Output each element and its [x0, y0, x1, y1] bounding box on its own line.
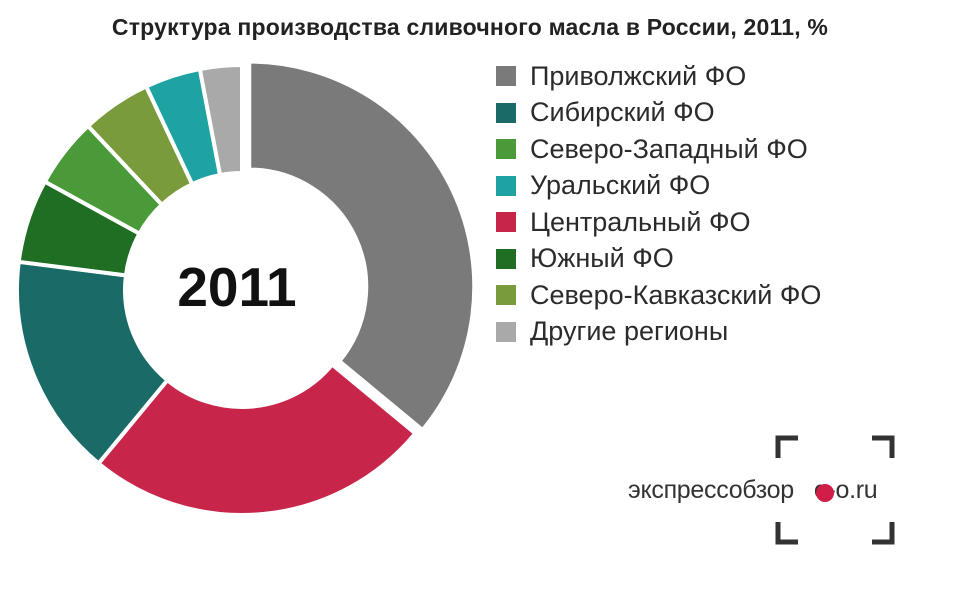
legend-swatch [496, 285, 516, 306]
chart-legend: Приволжский ФО Сибирский ФО Северо-Западны… [496, 58, 821, 350]
legend-swatch [496, 248, 516, 269]
legend-item: Приволжский ФО [496, 58, 821, 95]
logo-dot-icon [816, 484, 834, 502]
logo-frame-icon [775, 435, 895, 545]
legend-item: Северо-Кавказский ФО [496, 277, 821, 314]
center-year-label: 2011 [177, 256, 297, 318]
legend-label: Приволжский ФО [530, 60, 747, 91]
legend-label: Северо-Кавказский ФО [530, 279, 822, 310]
donut-chart [15, 59, 477, 517]
logo-text: экспрессобзор e-o.ru [628, 476, 878, 504]
legend-swatch [496, 102, 516, 123]
legend-item: Северо-Западный ФО [496, 131, 821, 168]
legend-label: Другие регионы [530, 316, 729, 347]
site-logo: экспрессобзор e-o.ru [620, 430, 920, 550]
legend-swatch [496, 212, 516, 233]
donut-slice [197, 62, 244, 178]
legend-label: Центральный ФО [530, 206, 751, 237]
legend-item: Уральский ФО [496, 168, 821, 205]
legend-item: Южный ФО [496, 241, 821, 278]
legend-swatch [496, 321, 516, 342]
donut-slice [15, 259, 171, 467]
legend-swatch [496, 139, 516, 160]
donut-slice [247, 59, 477, 433]
legend-swatch [496, 66, 516, 87]
legend-label: Уральский ФО [530, 170, 711, 201]
legend-label: Южный ФО [530, 243, 674, 274]
legend-label: Северо-Западный ФО [530, 133, 808, 164]
legend-item: Центральный ФО [496, 204, 821, 241]
chart-title: Структура производства сливочного масла … [111, 14, 829, 40]
legend-item: Сибирский ФО [496, 95, 821, 132]
legend-item: Другие регионы [496, 314, 821, 351]
legend-swatch [496, 175, 516, 196]
donut-slice [95, 361, 419, 517]
legend-label: Сибирский ФО [530, 97, 715, 128]
